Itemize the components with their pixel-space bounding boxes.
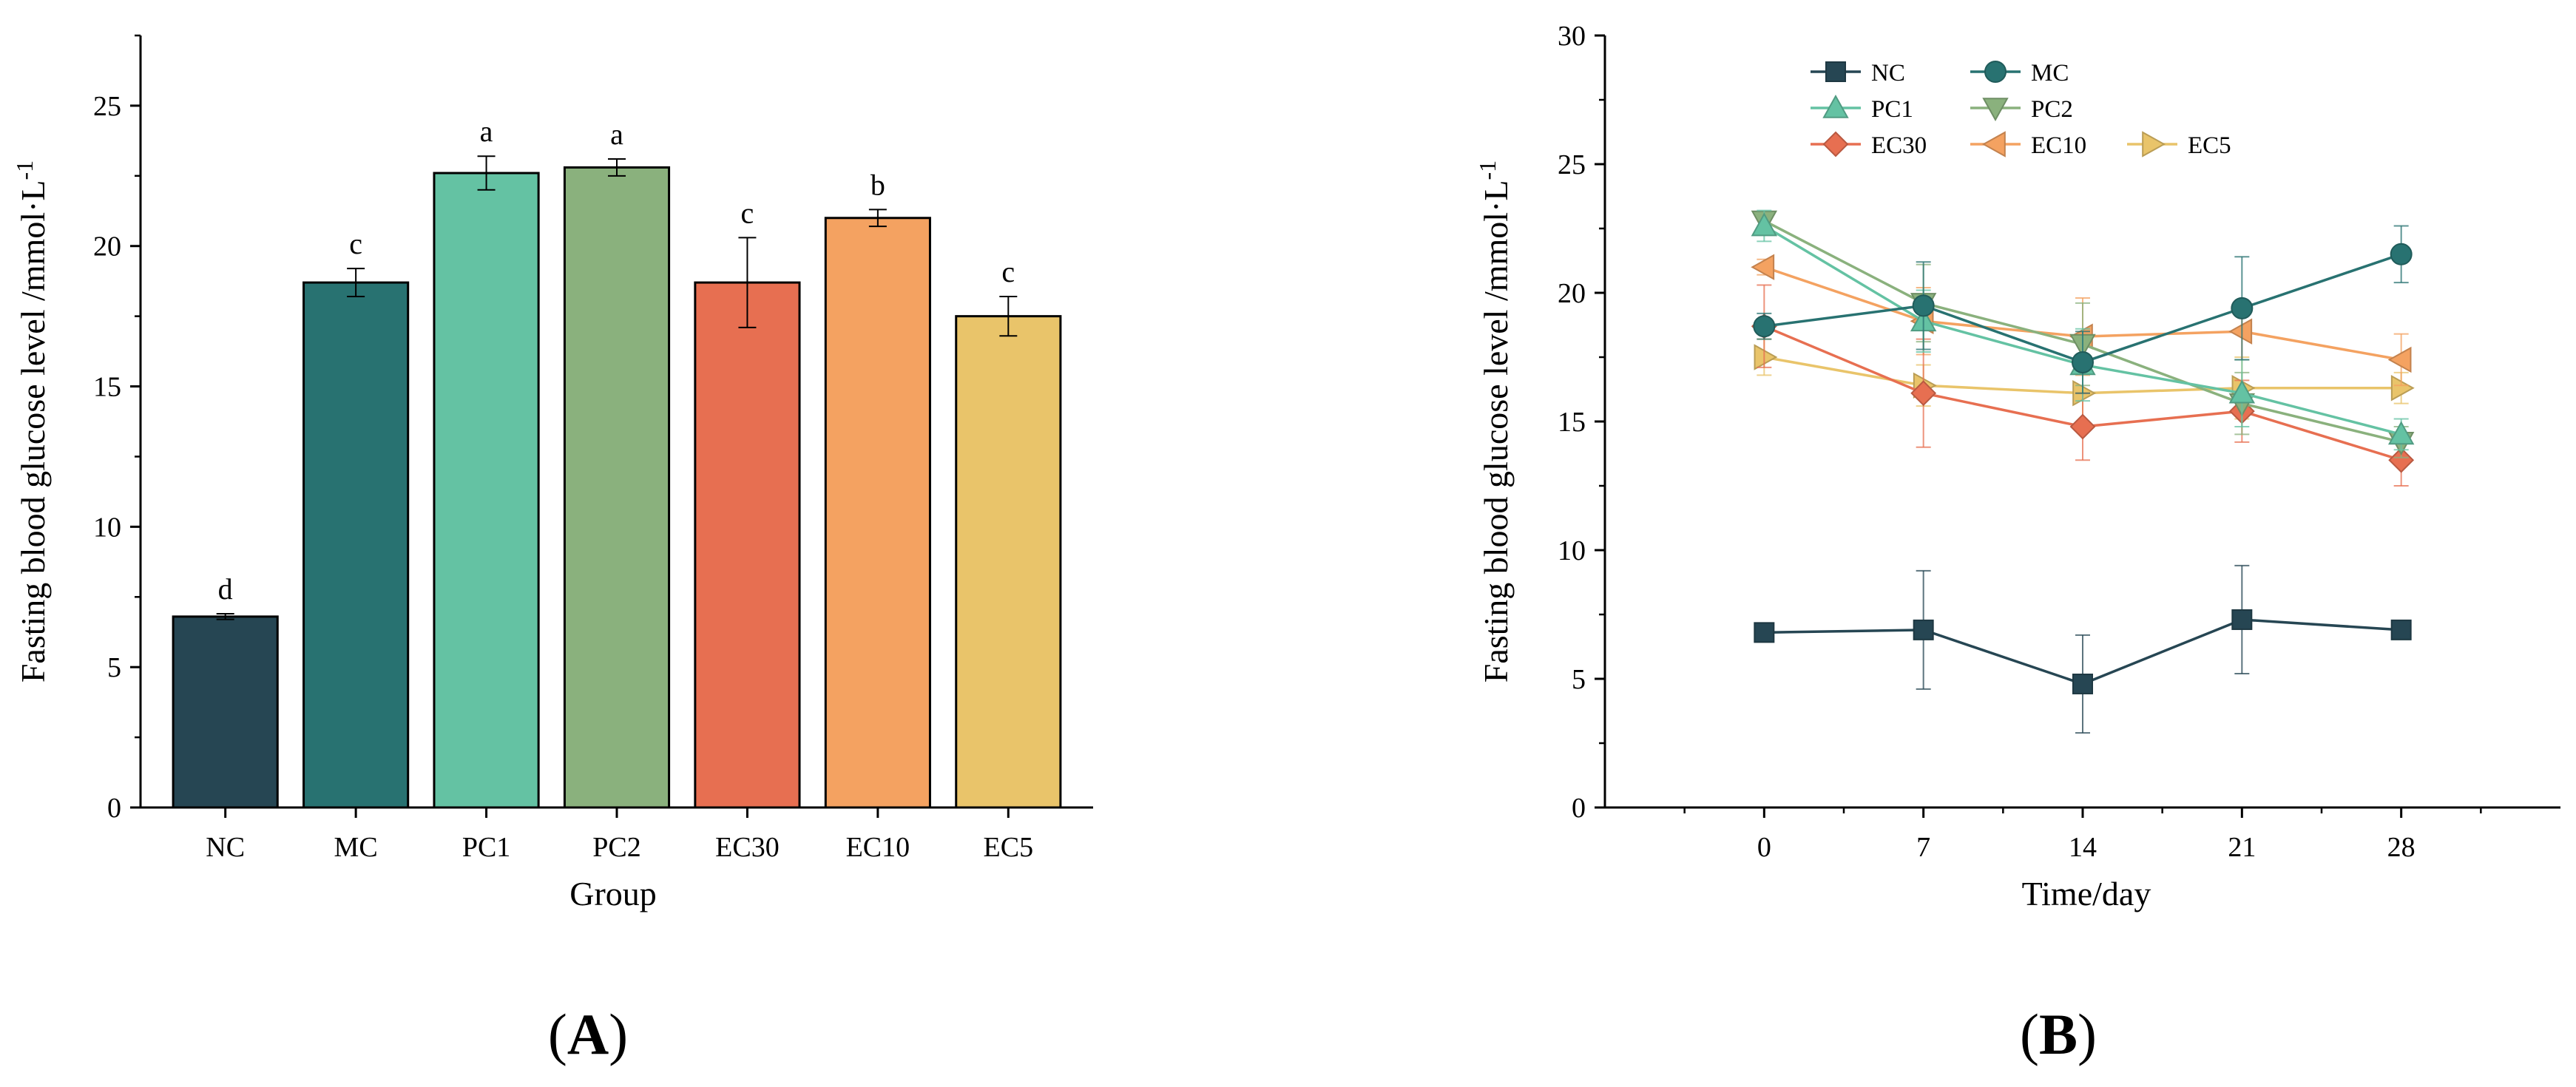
data-point-mc [2072, 351, 2094, 373]
series-nc [1754, 564, 2412, 734]
panel-a-bar-chart: 0 5 10 15 20 25 d NC c MC a PC1 a PC2 c EC30 b EC10 c EC5 Gr… [11, 34, 1093, 1066]
bar-mc [302, 281, 410, 809]
y-tick-label: 0 [107, 793, 121, 824]
x-tick-label: 0 [1757, 832, 1771, 863]
data-point-nc [2390, 619, 2412, 640]
x-tick-label: 28 [2387, 832, 2416, 863]
legend-label-pc1: PC1 [1871, 96, 1913, 123]
data-point-pc1 [1751, 212, 1778, 237]
bar-nc [172, 615, 279, 809]
significance-letter: d [218, 572, 233, 606]
legend-label-ec30: EC30 [1871, 132, 1927, 159]
y-tick-label: 15 [1558, 407, 1586, 438]
data-point-mc [2390, 243, 2413, 265]
data-point-nc [2072, 673, 2093, 694]
data-point-ec10 [1751, 254, 1775, 280]
data-point-nc [1754, 622, 1775, 643]
y-tick-label: 25 [1558, 149, 1586, 180]
x-tick-label: 21 [2228, 832, 2256, 863]
x-axis-title: Time/day [2022, 875, 2151, 912]
x-tick-label: 14 [2069, 832, 2097, 863]
significance-letter: a [610, 118, 623, 151]
legend-label-ec5: EC5 [2188, 132, 2231, 159]
significance-letter: c [1001, 255, 1015, 288]
y-tick-label: 10 [93, 512, 121, 543]
data-point-mc [2231, 297, 2254, 319]
x-tick-label: MC [334, 832, 378, 863]
legend-label-ec10: EC10 [2031, 132, 2086, 159]
y-tick-label: 10 [1558, 535, 1586, 566]
y-tick-label: 30 [1558, 21, 1586, 52]
panel-label-a: (A) [548, 1002, 628, 1066]
x-tick-label: PC2 [592, 832, 640, 863]
x-tick-label: NC [206, 832, 245, 863]
significance-letter: b [871, 168, 885, 201]
data-point-ec5 [1754, 344, 1778, 370]
series-mc [1753, 225, 2413, 394]
x-tick-label: PC1 [462, 832, 510, 863]
data-point-ec5 [2390, 375, 2415, 402]
significance-letter: c [349, 227, 362, 260]
legend-label-mc: MC [2031, 60, 2069, 87]
y-tick-label: 15 [93, 372, 121, 403]
legend-marker-ec10 [1981, 131, 2006, 158]
data-point-nc [1913, 619, 1934, 640]
legend-marker-ec30 [1822, 131, 1849, 158]
legend: NC MC PC1 PC2 EC30 EC10 EC5 [1811, 60, 2231, 159]
data-point-ec30 [2069, 413, 2096, 440]
bar-ec30 [694, 281, 801, 809]
legend-marker-mc [1984, 61, 2007, 83]
legend-marker-nc [1825, 61, 1846, 82]
significance-letter: a [480, 115, 493, 148]
panel-label-b: (B) [2020, 1002, 2097, 1066]
x-tick-label: 7 [1916, 832, 1930, 863]
y-tick-label: 5 [1572, 664, 1586, 695]
y-tick-label: 0 [1572, 793, 1586, 824]
legend-marker-ec5 [2142, 131, 2166, 158]
y-tick-label: 25 [93, 91, 121, 122]
y-tick-label: 20 [1558, 278, 1586, 309]
y-tick-label: 5 [107, 652, 121, 683]
data-point-ec10 [2228, 318, 2253, 345]
y-axis-title: Fasting blood glucose level /mmol·L-1 [11, 160, 52, 683]
significance-letter: c [741, 196, 754, 229]
y-tick-label: 20 [93, 231, 121, 263]
data-point-pc1 [2228, 379, 2256, 404]
y-axis-title: Fasting blood glucose level /mmol·L-1 [1474, 160, 1515, 683]
data-point-nc [2231, 609, 2253, 630]
legend-label-pc2: PC2 [2031, 96, 2073, 123]
x-tick-label: EC5 [984, 832, 1034, 863]
data-point-pc1 [2387, 421, 2415, 445]
x-axis-title: Group [569, 875, 657, 912]
x-tick-label: EC30 [715, 832, 780, 863]
data-point-mc [1753, 315, 1776, 338]
bar-ec10 [824, 217, 931, 809]
bar-pc1 [433, 172, 540, 809]
bar-ec5 [955, 315, 1062, 809]
bar-pc2 [563, 166, 671, 809]
data-point-ec10 [2387, 346, 2412, 373]
panel-b-line-chart: 0 5 10 15 20 25 30 0 7 14 21 28 NC MC PC1 PC2 EC30 EC10 EC… [1474, 21, 2560, 1066]
x-tick-label: EC10 [846, 832, 910, 863]
legend-marker-pc1 [1822, 94, 1849, 118]
data-point-ec30 [1910, 380, 1937, 407]
legend-marker-pc2 [1982, 98, 2009, 122]
data-point-mc [1912, 294, 1935, 317]
legend-label-nc: NC [1871, 60, 1905, 87]
data-point-ec30 [2388, 447, 2415, 473]
